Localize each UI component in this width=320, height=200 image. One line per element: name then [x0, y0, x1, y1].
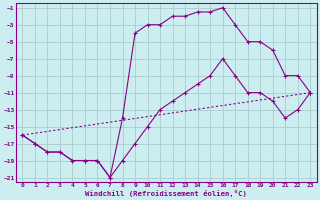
X-axis label: Windchill (Refroidissement éolien,°C): Windchill (Refroidissement éolien,°C)	[85, 190, 247, 197]
